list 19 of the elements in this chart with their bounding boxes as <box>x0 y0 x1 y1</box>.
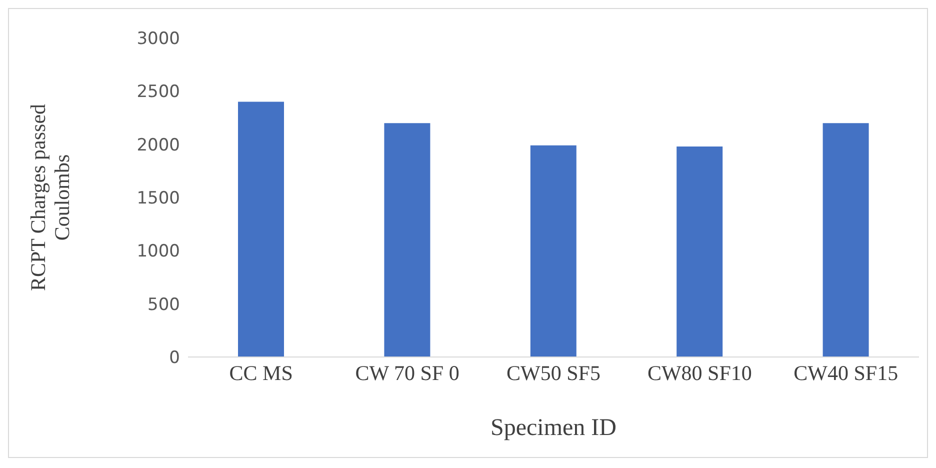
y-tick-label: 500 <box>148 294 180 315</box>
bar <box>822 123 869 357</box>
y-tick-label: 3000 <box>136 29 180 50</box>
y-axis-title: RCPT Charges passed Coulombs <box>26 103 74 292</box>
y-tick-label: 2500 <box>136 82 180 102</box>
bar <box>238 102 284 357</box>
bar <box>676 146 723 357</box>
x-tick-label: CW40 SF15 <box>794 360 898 385</box>
x-tick-label: CW50 SF5 <box>506 360 600 385</box>
x-tick-label: CW80 SF10 <box>647 360 752 385</box>
y-tick-label: 2000 <box>136 135 180 156</box>
x-tick-label: CW 70 SF 0 <box>355 360 460 385</box>
y-tick-label: 1500 <box>136 188 180 209</box>
y-tick-label: 0 <box>169 348 180 368</box>
bar <box>384 123 430 357</box>
y-tick-label: 1000 <box>136 242 180 262</box>
x-axis-title: Specimen ID <box>490 415 616 441</box>
bar <box>530 145 576 357</box>
x-tick-label: CC MS <box>229 360 293 385</box>
